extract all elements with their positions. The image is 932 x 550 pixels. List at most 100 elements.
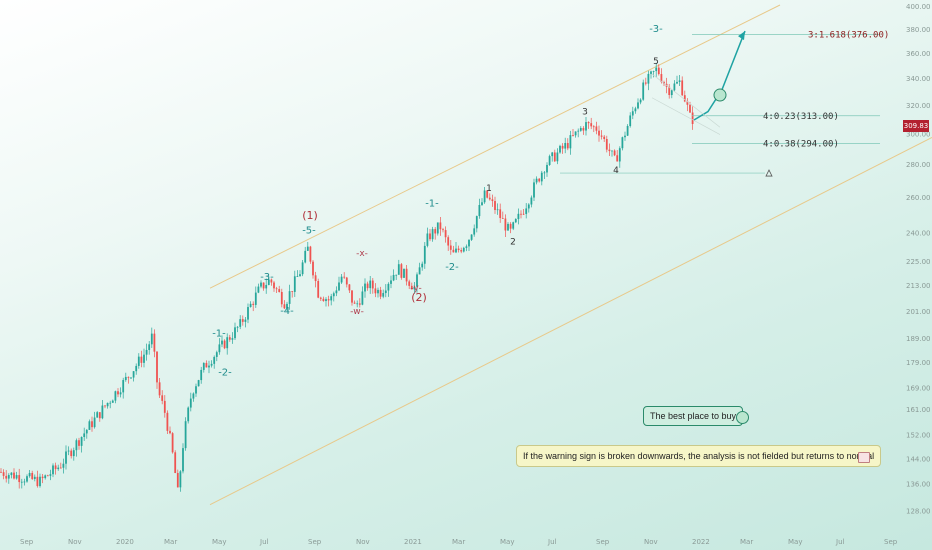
candle-body	[124, 376, 127, 381]
candle-body	[574, 131, 577, 136]
candle-body	[611, 150, 613, 152]
x-tick-label: May	[500, 538, 514, 546]
candle-body	[215, 352, 218, 357]
candle-body	[78, 440, 80, 446]
candle-body	[639, 99, 642, 103]
candle-body	[257, 286, 260, 293]
candle-body	[96, 412, 99, 418]
candle-body	[538, 178, 541, 182]
fib-level-label: 4:0.38(294.00)	[763, 139, 839, 149]
candle-body	[413, 286, 416, 290]
channel-lower-line	[209, 137, 932, 506]
candle-body	[361, 291, 364, 305]
candle-body	[20, 481, 23, 483]
candle-body	[338, 282, 340, 291]
candle-body	[548, 156, 551, 165]
candle-body	[595, 126, 598, 131]
candle-body	[93, 417, 96, 428]
candle-body	[587, 122, 590, 124]
candle-body	[345, 277, 348, 285]
candle-body	[231, 338, 234, 340]
candle-body	[83, 433, 86, 438]
candle-body	[166, 412, 169, 431]
candle-body	[460, 250, 463, 252]
candle-body	[88, 421, 91, 430]
candle-body	[23, 481, 26, 483]
candle-body	[652, 71, 655, 72]
candle-body	[59, 467, 62, 469]
candle-body	[403, 268, 405, 278]
candle-body	[13, 472, 15, 479]
candle-body	[353, 302, 356, 304]
wave-label: -4-	[280, 306, 294, 317]
candle-body	[213, 356, 216, 364]
candle-body	[119, 392, 122, 395]
y-tick-label: 189.00	[906, 335, 931, 343]
candle-body	[533, 182, 535, 198]
candle-body	[39, 476, 41, 487]
candle-body	[473, 228, 476, 235]
candle-body	[520, 213, 522, 215]
candle-body	[75, 440, 78, 451]
y-tick-label: 280.00	[906, 161, 931, 169]
candle-body	[462, 247, 465, 252]
y-tick-label: 360.00	[906, 50, 931, 58]
candle-body	[226, 337, 229, 349]
y-tick-label: 161.00	[906, 406, 931, 414]
candle-body	[626, 126, 629, 136]
forecast-path	[693, 30, 746, 121]
candle-body	[182, 448, 184, 472]
wave-label: -3-	[260, 272, 274, 283]
candle-body	[314, 275, 317, 282]
candle-body	[247, 307, 249, 320]
candle-body	[689, 104, 691, 113]
candle-body	[499, 209, 502, 219]
candle-body	[637, 102, 639, 109]
wave-label: 1	[486, 184, 492, 194]
candle-body	[426, 233, 429, 246]
candle-body	[546, 164, 548, 173]
candle-body	[109, 402, 112, 404]
candle-body	[223, 340, 226, 349]
y-tick-label: 225.00	[906, 258, 931, 266]
candle-body	[312, 261, 314, 276]
candle-body	[525, 208, 528, 214]
candle-body	[46, 475, 49, 477]
candle-body	[551, 152, 554, 157]
candle-body	[494, 201, 496, 211]
candle-body	[104, 405, 106, 407]
candle-body	[260, 282, 262, 287]
candle-body	[592, 126, 595, 128]
x-tick-label: 2020	[116, 538, 134, 546]
candle-body	[673, 83, 676, 91]
candle-body	[145, 349, 148, 355]
y-tick-label: 136.00	[906, 481, 931, 489]
candle-body	[54, 465, 57, 470]
x-tick-label: 2022	[692, 538, 710, 546]
wave-label: -3-	[649, 24, 663, 35]
candle-body	[49, 474, 52, 476]
candle-body	[436, 222, 439, 234]
candle-body	[512, 222, 515, 229]
x-tick-label: May	[788, 538, 802, 546]
candle-body	[470, 234, 473, 240]
candle-body	[631, 111, 634, 116]
candle-body	[101, 405, 104, 419]
note-icon[interactable]	[858, 452, 870, 463]
candle-body	[306, 246, 309, 251]
candle-body	[351, 290, 353, 303]
y-tick-label: 320.00	[906, 102, 931, 110]
candle-body	[57, 467, 60, 470]
candle-body	[647, 73, 650, 84]
candle-body	[301, 262, 304, 275]
candle-body	[132, 371, 135, 378]
candle-body	[10, 472, 13, 476]
candle-body	[540, 172, 543, 182]
best-place-note[interactable]: The best place to buy	[643, 406, 744, 426]
y-tick-label: 169.00	[906, 385, 931, 393]
candle-body	[366, 283, 369, 289]
candle-body	[369, 280, 372, 289]
y-tick-label: 179.00	[906, 359, 931, 367]
fib-level-label: 3:1.618(376.00)	[808, 31, 889, 41]
warning-note[interactable]: If the warning sign is broken downwards,…	[516, 445, 882, 467]
